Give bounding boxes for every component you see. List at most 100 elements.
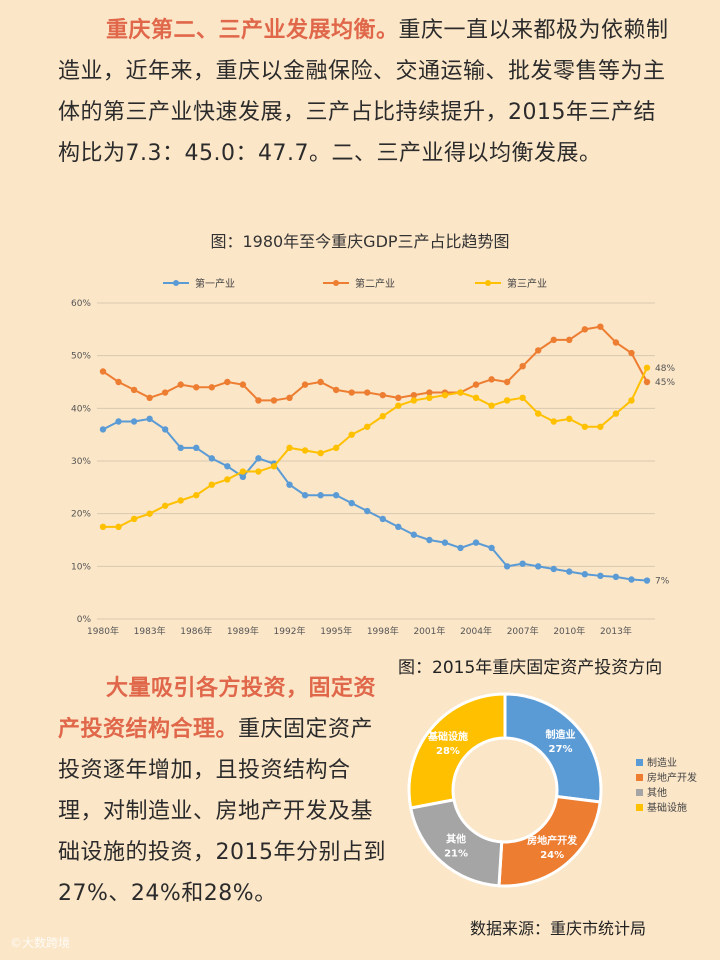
legend-label: 制造业: [647, 756, 677, 769]
data-point: [301, 381, 309, 388]
data-point: [286, 444, 293, 452]
x-tick-label: 1998年: [367, 625, 399, 637]
data-point: [224, 476, 231, 483]
data-point: [255, 455, 262, 462]
data-point: [566, 415, 573, 423]
data-point: [457, 544, 464, 552]
data-point: [193, 444, 200, 452]
data-point: [208, 384, 215, 391]
data-point: [99, 426, 107, 433]
data-point: [426, 394, 433, 401]
data-point: [286, 481, 293, 488]
data-point: [472, 394, 480, 401]
donut-slice: [503, 692, 603, 804]
data-point: [239, 468, 247, 475]
data-point: [628, 576, 635, 583]
data-point: [208, 481, 215, 488]
data-point: [535, 410, 542, 417]
data-point: [115, 378, 122, 386]
y-tick-label: 0%: [77, 615, 92, 625]
y-tick-label: 50%: [71, 352, 91, 362]
data-point: [410, 397, 418, 404]
data-point: [581, 326, 589, 333]
data-point: [146, 415, 153, 423]
data-point: [193, 492, 200, 499]
data-point: [519, 363, 526, 370]
data-point: [503, 397, 511, 404]
data-point: [130, 515, 138, 523]
x-tick-label: 1995年: [320, 625, 352, 637]
data-point: [643, 364, 651, 371]
data-point: [161, 389, 169, 396]
data-point: [115, 418, 122, 425]
x-tick-label: 2001年: [413, 625, 445, 637]
y-tick-label: 40%: [71, 404, 91, 414]
slice-value-label: 28%: [436, 746, 460, 757]
x-tick-label: 2007年: [507, 625, 539, 637]
data-point: [317, 492, 324, 499]
data-point: [488, 402, 495, 409]
data-point: [643, 577, 651, 584]
data-point: [301, 447, 309, 454]
x-tick-label: 1980年: [87, 625, 119, 637]
data-point: [270, 463, 278, 470]
data-point: [348, 431, 355, 438]
legend-label: 房地产开发: [647, 771, 697, 784]
slice-value-label: 21%: [444, 849, 468, 860]
data-point: [519, 560, 526, 567]
x-tick-label: 1992年: [274, 625, 306, 637]
data-point: [503, 378, 511, 386]
data-point: [255, 468, 262, 475]
data-point: [224, 378, 231, 386]
legend-label: 其他: [647, 786, 667, 799]
data-point: [161, 502, 169, 509]
data-point: [395, 402, 402, 409]
data-point: [208, 455, 215, 462]
donut-chart-caption: 图：2015年重庆固定资产投资方向: [398, 658, 663, 678]
data-point: [550, 336, 557, 344]
intro-heading: 重庆第二、三产业发展均衡。: [106, 18, 399, 43]
data-point: [379, 413, 386, 420]
legend-label: 第一产业: [195, 277, 235, 290]
data-point: [379, 515, 386, 523]
data-point: [395, 394, 402, 401]
data-point: [612, 573, 620, 581]
data-point: [410, 531, 418, 538]
data-point: [441, 539, 449, 546]
data-source: 数据来源：重庆市统计局: [470, 919, 647, 938]
data-point: [612, 339, 620, 346]
data-point: [239, 381, 247, 388]
gdp-share-line-chart: 0% 10% 20% 30% 40% 50% 60% 1980年 1983年 1986年 1989年…: [71, 277, 675, 637]
data-point: [364, 423, 371, 430]
legend-swatch: [636, 774, 643, 781]
data-point: [193, 384, 200, 391]
data-point: [224, 463, 231, 470]
slice-value-label: 24%: [540, 850, 564, 861]
legend-label: 第二产业: [355, 277, 395, 290]
slice-category-label: 制造业: [546, 728, 576, 741]
data-point: [441, 391, 449, 399]
data-point: [581, 571, 589, 578]
data-point: [130, 386, 138, 394]
data-point: [364, 507, 371, 515]
slice-category-label: 其他: [446, 833, 466, 846]
data-point: [146, 394, 153, 401]
data-point: [332, 386, 340, 394]
data-point: [379, 391, 386, 399]
x-tick-label: 1983年: [134, 625, 166, 637]
legend-marker: [173, 280, 179, 286]
x-tick-label: 2013年: [600, 625, 632, 637]
y-tick-label: 20%: [71, 510, 91, 520]
data-point: [270, 397, 278, 404]
data-point: [177, 444, 184, 452]
data-point: [146, 510, 153, 517]
data-point: [550, 418, 557, 425]
series-line: [102, 325, 648, 402]
data-point: [161, 426, 169, 433]
data-point: [332, 492, 340, 499]
data-point: [317, 378, 324, 386]
data-point: [348, 389, 355, 396]
data-point: [457, 389, 464, 396]
data-point: [597, 323, 604, 330]
